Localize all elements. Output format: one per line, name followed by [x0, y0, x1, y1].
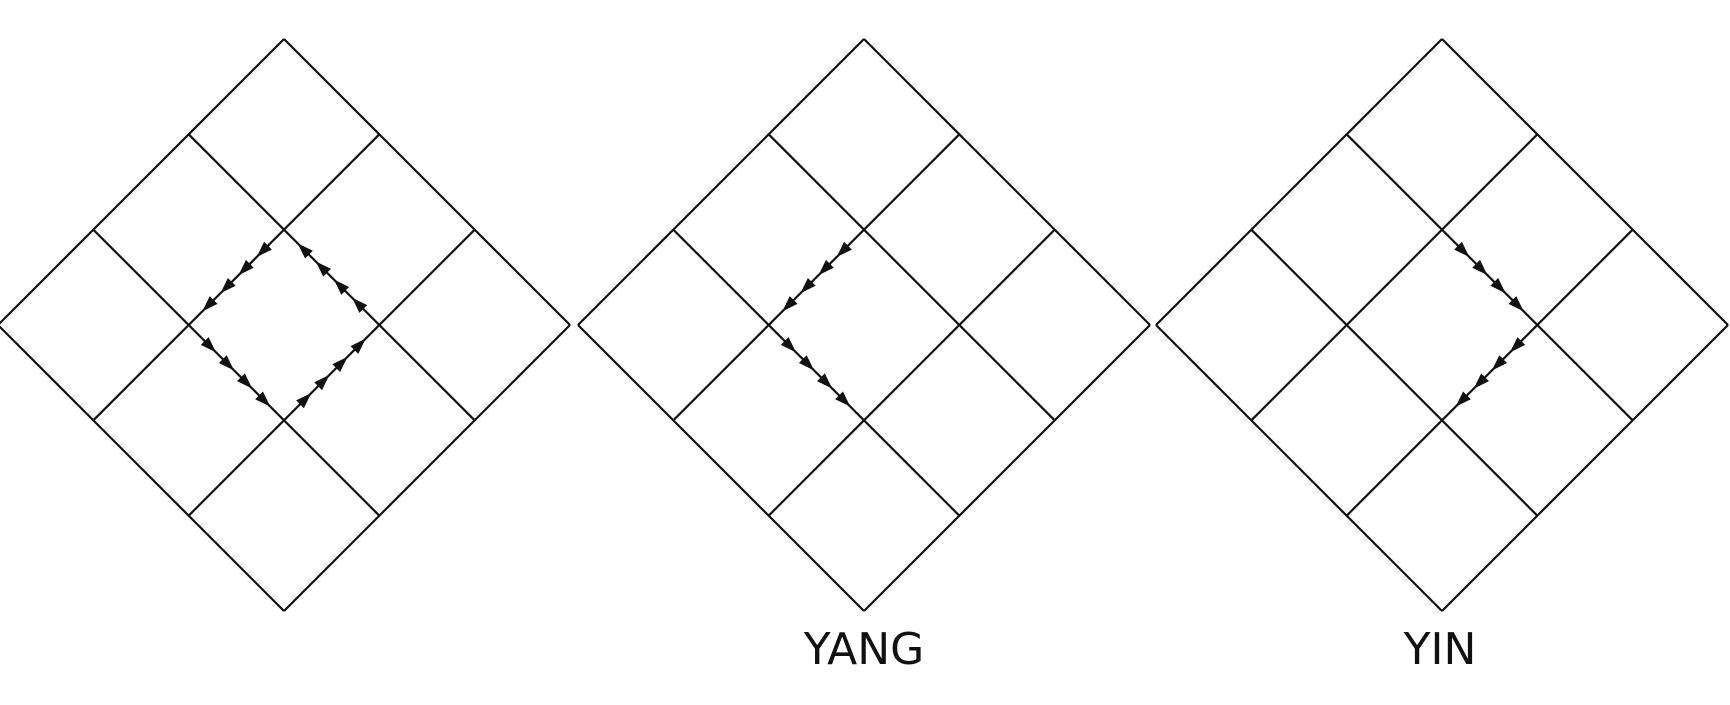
- grid-line: [283, 324, 571, 612]
- arrowhead-icon: [1455, 391, 1471, 407]
- arrowhead-icon: [255, 391, 271, 407]
- arrowhead-icon: [818, 259, 834, 276]
- grid-line: [92, 133, 381, 422]
- grid-line: [1250, 133, 1539, 422]
- arrowhead-icon: [238, 259, 254, 276]
- grid-line: [672, 133, 961, 422]
- arrowhead-icon: [1472, 259, 1488, 276]
- grid-line: [1441, 324, 1729, 612]
- grid-line: [577, 38, 865, 326]
- arrow-path: [780, 241, 852, 407]
- arrowhead-icon: [256, 241, 272, 258]
- diagram-yin: [1155, 38, 1729, 612]
- arrowhead-icon: [237, 373, 253, 389]
- arrowhead-icon: [782, 296, 798, 312]
- arrowhead-icon: [1454, 241, 1470, 258]
- arrowhead-icon: [200, 337, 217, 353]
- grid-line: [187, 133, 476, 422]
- arrowhead-icon: [798, 355, 815, 371]
- grid-line: [1345, 228, 1634, 517]
- arrowhead-icon: [1509, 337, 1526, 353]
- grid-line: [187, 228, 476, 517]
- arrowhead-icon: [220, 278, 236, 294]
- arrow-path: [200, 241, 368, 409]
- arrowhead-icon: [333, 279, 350, 295]
- arrowhead-icon: [297, 243, 313, 259]
- diamond-grid: [0, 38, 571, 612]
- grid-line: [92, 228, 381, 517]
- diamond-grid: [1155, 38, 1729, 612]
- arrowhead-icon: [1491, 355, 1508, 371]
- grid-line: [577, 324, 865, 612]
- grid-line: [1155, 324, 1443, 612]
- diamond-grid: [577, 38, 1151, 612]
- arrowhead-icon: [350, 338, 366, 354]
- yin-label: YIN: [1403, 624, 1477, 675]
- grid-line: [283, 38, 571, 326]
- grid-line: [1155, 38, 1443, 326]
- arrowhead-icon: [836, 241, 852, 258]
- grid-line: [863, 324, 1151, 612]
- arrowhead-icon: [1473, 373, 1489, 389]
- grid-line: [863, 38, 1151, 326]
- arrowhead-icon: [314, 374, 330, 391]
- arrowhead-icon: [218, 355, 235, 371]
- arrowhead-icon: [1508, 296, 1524, 312]
- arrowhead-icon: [800, 278, 816, 294]
- arrowhead-icon: [202, 296, 218, 312]
- grid-line: [767, 228, 1056, 517]
- grid-line: [1250, 228, 1539, 517]
- grid-line: [672, 228, 961, 517]
- diagram-yang: [577, 38, 1151, 612]
- arrowhead-icon: [780, 337, 797, 353]
- arrow-path: [1454, 241, 1526, 407]
- arrowhead-icon: [1490, 278, 1506, 294]
- arrowhead-icon: [296, 392, 312, 409]
- diagram-1: [0, 38, 571, 612]
- yang-label: YANG: [803, 624, 925, 675]
- grid-line: [1345, 133, 1634, 422]
- arrowhead-icon: [332, 356, 348, 372]
- arrowhead-icon: [351, 297, 368, 313]
- arrowhead-icon: [817, 373, 833, 389]
- grid-line: [0, 325, 285, 612]
- grid-line: [1441, 38, 1729, 326]
- grid-line: [767, 133, 1056, 422]
- arrowhead-icon: [315, 261, 331, 277]
- arrowhead-icon: [835, 391, 851, 407]
- grid-line: [0, 38, 285, 325]
